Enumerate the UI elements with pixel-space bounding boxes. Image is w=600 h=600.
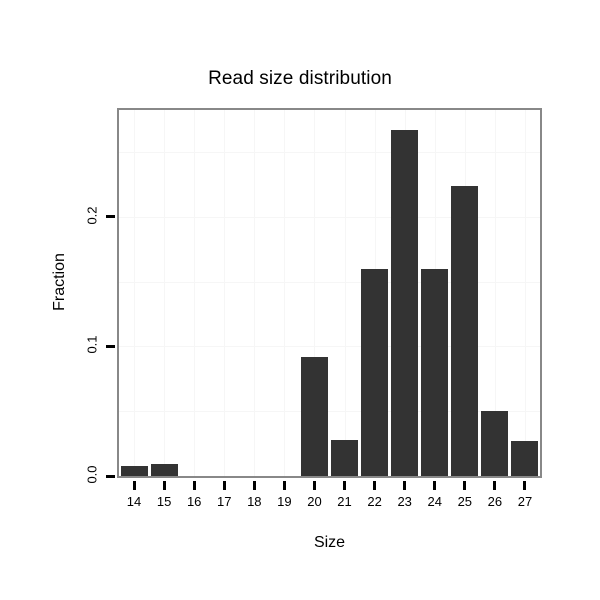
x-axis-tick-label: 19: [277, 494, 292, 509]
x-axis-tick-label: 16: [186, 494, 202, 509]
x-axis-tick-label: 14: [126, 494, 142, 509]
x-axis-tick: [252, 481, 256, 490]
x-axis-tick: [403, 481, 407, 490]
x-axis-label: Size: [313, 534, 346, 551]
gridline-vertical: [524, 110, 526, 476]
bar: [481, 411, 509, 476]
x-axis-tick: [132, 481, 136, 490]
gridline-vertical: [194, 110, 196, 476]
x-axis-tick: [282, 481, 286, 490]
gridline-horizontal: [119, 281, 540, 283]
x-axis-tick: [523, 481, 527, 490]
x-axis-tick-label: 15: [156, 494, 172, 509]
gridline-vertical: [224, 110, 226, 476]
bar: [361, 268, 389, 476]
bar: [421, 268, 449, 476]
x-axis-tick-label: 22: [367, 494, 382, 509]
gridline-horizontal: [119, 151, 540, 153]
x-axis-tick: [493, 481, 497, 490]
y-axis-tick-label: 0.1: [84, 335, 100, 354]
bar: [120, 465, 148, 476]
y-axis-tick-label: 0.0: [84, 465, 100, 484]
bar: [391, 129, 419, 476]
bar: [300, 356, 328, 476]
bar: [451, 185, 479, 476]
plot-panel: [117, 108, 542, 478]
x-axis-tick-label: 20: [307, 494, 322, 509]
x-axis-tick: [192, 481, 196, 490]
x-axis-tick-label: 17: [217, 494, 232, 509]
x-axis-tick: [222, 481, 226, 490]
gridline-horizontal: [119, 216, 540, 218]
y-axis-label: Fraction: [51, 253, 68, 311]
x-axis-tick-label: 24: [427, 494, 442, 509]
x-axis-tick-label: 26: [487, 494, 503, 509]
gridline-horizontal: [119, 476, 540, 477]
x-axis-tick-label: 27: [517, 494, 533, 509]
bar: [511, 441, 539, 476]
gridline-vertical: [314, 110, 316, 476]
x-axis-tick-label: 25: [457, 494, 473, 509]
bar: [150, 464, 178, 476]
gridline-vertical: [134, 110, 136, 476]
x-axis-tick: [162, 481, 166, 490]
x-axis-tick-label: 21: [337, 494, 352, 509]
gridline-vertical: [164, 110, 166, 476]
x-axis-tick: [373, 481, 377, 490]
x-axis-tick-label: 18: [247, 494, 262, 509]
x-axis-tick: [343, 481, 347, 490]
y-axis-tick-label: 0.2: [84, 206, 100, 225]
gridline-horizontal: [119, 346, 540, 348]
x-axis-tick: [312, 481, 316, 490]
x-axis-tick: [463, 481, 467, 490]
x-axis-tick: [433, 481, 437, 490]
gridline-vertical: [344, 110, 346, 476]
gridline-vertical: [254, 110, 256, 476]
gridline-horizontal: [119, 411, 540, 413]
x-axis-tick-label: 23: [397, 494, 412, 509]
gridline-vertical: [494, 110, 496, 476]
y-axis-tick: [106, 215, 115, 219]
bars-layer: [119, 110, 540, 476]
gridline-vertical: [284, 110, 286, 476]
y-axis-tick: [106, 474, 115, 478]
bar: [331, 439, 359, 476]
chart-title: Read size distribution: [208, 68, 392, 89]
y-axis-tick: [106, 344, 115, 348]
